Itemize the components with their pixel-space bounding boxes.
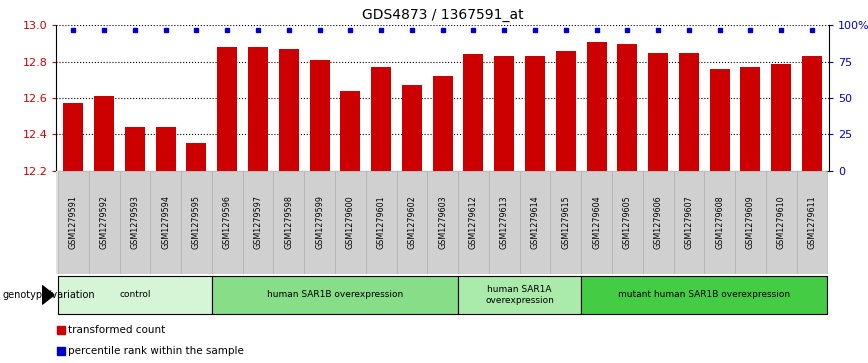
Text: GSM1279593: GSM1279593 <box>130 195 140 249</box>
Bar <box>125 127 145 171</box>
Bar <box>150 171 181 274</box>
Text: human SAR1B overexpression: human SAR1B overexpression <box>266 290 403 299</box>
Text: GSM1279599: GSM1279599 <box>315 195 324 249</box>
Text: GSM1279605: GSM1279605 <box>623 195 632 249</box>
Bar <box>397 171 427 274</box>
Text: transformed count: transformed count <box>68 325 165 335</box>
Text: GSM1279594: GSM1279594 <box>161 195 170 249</box>
Text: GSM1279607: GSM1279607 <box>684 195 694 249</box>
Bar <box>550 171 582 274</box>
Text: GSM1279598: GSM1279598 <box>285 195 293 249</box>
Bar <box>489 171 520 274</box>
Text: GSM1279614: GSM1279614 <box>530 196 540 249</box>
Text: GSM1279604: GSM1279604 <box>592 196 601 249</box>
Bar <box>674 171 704 274</box>
Text: GSM1279609: GSM1279609 <box>746 195 755 249</box>
Bar <box>797 171 827 274</box>
Text: genotype/variation: genotype/variation <box>3 290 95 300</box>
Text: GSM1279592: GSM1279592 <box>100 195 108 249</box>
Bar <box>372 67 391 171</box>
Bar <box>427 171 458 274</box>
Text: GSM1279606: GSM1279606 <box>654 196 662 249</box>
Bar <box>155 127 175 171</box>
Text: GSM1279596: GSM1279596 <box>223 195 232 249</box>
Text: GSM1279601: GSM1279601 <box>377 196 385 249</box>
Bar <box>402 85 422 171</box>
Bar <box>458 171 489 274</box>
Bar <box>772 64 792 171</box>
Text: mutant human SAR1B overexpression: mutant human SAR1B overexpression <box>618 290 791 299</box>
Bar <box>802 56 822 171</box>
Text: GSM1279613: GSM1279613 <box>500 196 509 249</box>
Text: control: control <box>119 290 151 299</box>
Text: percentile rank within the sample: percentile rank within the sample <box>68 346 244 356</box>
Text: GSM1279611: GSM1279611 <box>807 196 817 249</box>
Bar <box>365 171 397 274</box>
Bar <box>58 171 89 274</box>
Bar <box>217 47 237 171</box>
Bar <box>304 171 335 274</box>
Bar <box>464 54 483 171</box>
Bar <box>310 60 330 171</box>
Bar <box>710 69 730 171</box>
Bar <box>248 47 268 171</box>
Bar <box>642 171 674 274</box>
Bar <box>679 53 699 171</box>
Bar <box>735 171 766 274</box>
Bar <box>582 276 827 314</box>
Bar <box>181 171 212 274</box>
Bar <box>279 49 299 171</box>
Bar <box>766 171 797 274</box>
Bar <box>648 53 668 171</box>
Bar <box>740 67 760 171</box>
Bar <box>494 56 514 171</box>
Bar <box>243 171 273 274</box>
Bar <box>63 103 83 171</box>
Bar <box>58 276 212 314</box>
Bar <box>704 171 735 274</box>
Bar <box>120 171 150 274</box>
Text: GSM1279612: GSM1279612 <box>469 195 478 249</box>
Text: GSM1279603: GSM1279603 <box>438 196 447 249</box>
Bar <box>458 276 582 314</box>
Text: GSM1279608: GSM1279608 <box>715 196 724 249</box>
Text: GSM1279597: GSM1279597 <box>253 195 262 249</box>
Bar <box>94 96 114 171</box>
Text: GSM1279602: GSM1279602 <box>407 195 417 249</box>
Bar <box>587 42 607 171</box>
Bar <box>335 171 365 274</box>
Bar <box>582 171 612 274</box>
Bar <box>525 56 545 171</box>
Text: GSM1279591: GSM1279591 <box>69 195 78 249</box>
Polygon shape <box>43 286 54 304</box>
Text: human SAR1A
overexpression: human SAR1A overexpression <box>485 285 554 305</box>
Bar <box>612 171 642 274</box>
Bar <box>556 51 575 171</box>
Bar <box>520 171 550 274</box>
Text: GSM1279610: GSM1279610 <box>777 196 786 249</box>
Bar <box>212 171 243 274</box>
Bar <box>432 76 453 171</box>
Bar <box>212 276 458 314</box>
Title: GDS4873 / 1367591_at: GDS4873 / 1367591_at <box>362 8 523 22</box>
Text: GSM1279600: GSM1279600 <box>345 196 355 249</box>
Bar <box>273 171 304 274</box>
Bar <box>617 44 637 171</box>
Text: GSM1279595: GSM1279595 <box>192 195 201 249</box>
Text: GSM1279615: GSM1279615 <box>562 195 570 249</box>
Bar <box>340 91 360 171</box>
Bar <box>187 143 207 171</box>
Bar <box>89 171 120 274</box>
